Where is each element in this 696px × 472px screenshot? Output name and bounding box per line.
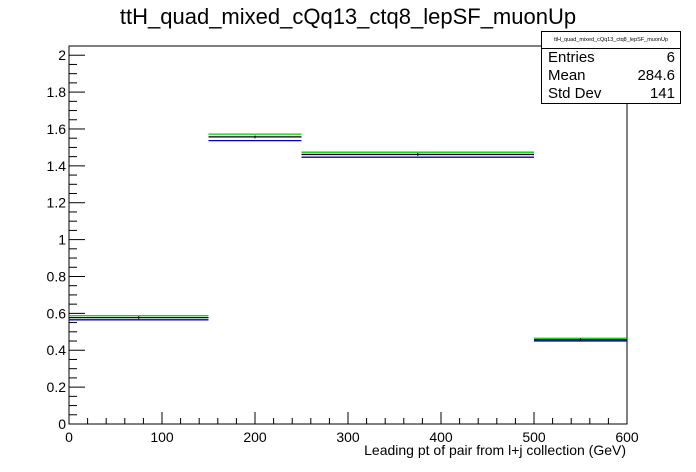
stats-mean-value: 284.6	[637, 67, 675, 84]
y-tick-label: 0.2	[47, 379, 67, 395]
x-tick-label: 500	[522, 429, 546, 445]
y-tick-label: 1.2	[47, 195, 67, 211]
stats-entries-value: 6	[666, 49, 675, 66]
y-tick-label: 1.8	[47, 84, 67, 100]
x-tick-label: 600	[615, 429, 639, 445]
chart-title: ttH_quad_mixed_cQq13_ctq8_lepSF_muonUp	[119, 4, 577, 29]
y-tick-label: 1.6	[47, 121, 67, 137]
stats-stddev-value: 141	[649, 85, 675, 102]
x-tick-label: 400	[429, 429, 453, 445]
x-tick-label: 0	[65, 429, 73, 445]
stats-entries-label: Entries	[548, 49, 595, 66]
x-tick-label: 200	[243, 429, 267, 445]
y-tick-label: 1	[58, 232, 66, 248]
stats-box-title: ttH_quad_mixed_cQq13_ctq8_lepSF_muonUp	[542, 32, 680, 49]
stats-mean-label: Mean	[548, 67, 586, 84]
x-tick-label: 300	[336, 429, 360, 445]
y-tick-label: 0.8	[47, 268, 67, 284]
stats-stddev-row: Std Dev 141	[542, 85, 680, 103]
x-axis-label: Leading pt of pair from l+j collection (…	[364, 442, 626, 458]
x-tick-label: 100	[150, 429, 174, 445]
y-tick-label: 0.4	[47, 342, 67, 358]
y-tick-label: 2	[58, 47, 66, 63]
y-tick-label: 1.4	[47, 158, 67, 174]
stats-stddev-label: Std Dev	[548, 85, 602, 102]
y-tick-label: 0	[58, 416, 66, 432]
y-tick-label: 0.6	[47, 305, 67, 321]
stats-box: ttH_quad_mixed_cQq13_ctq8_lepSF_muonUp E…	[541, 31, 681, 104]
stats-entries-row: Entries 6	[542, 49, 680, 67]
stats-mean-row: Mean 284.6	[542, 67, 680, 85]
